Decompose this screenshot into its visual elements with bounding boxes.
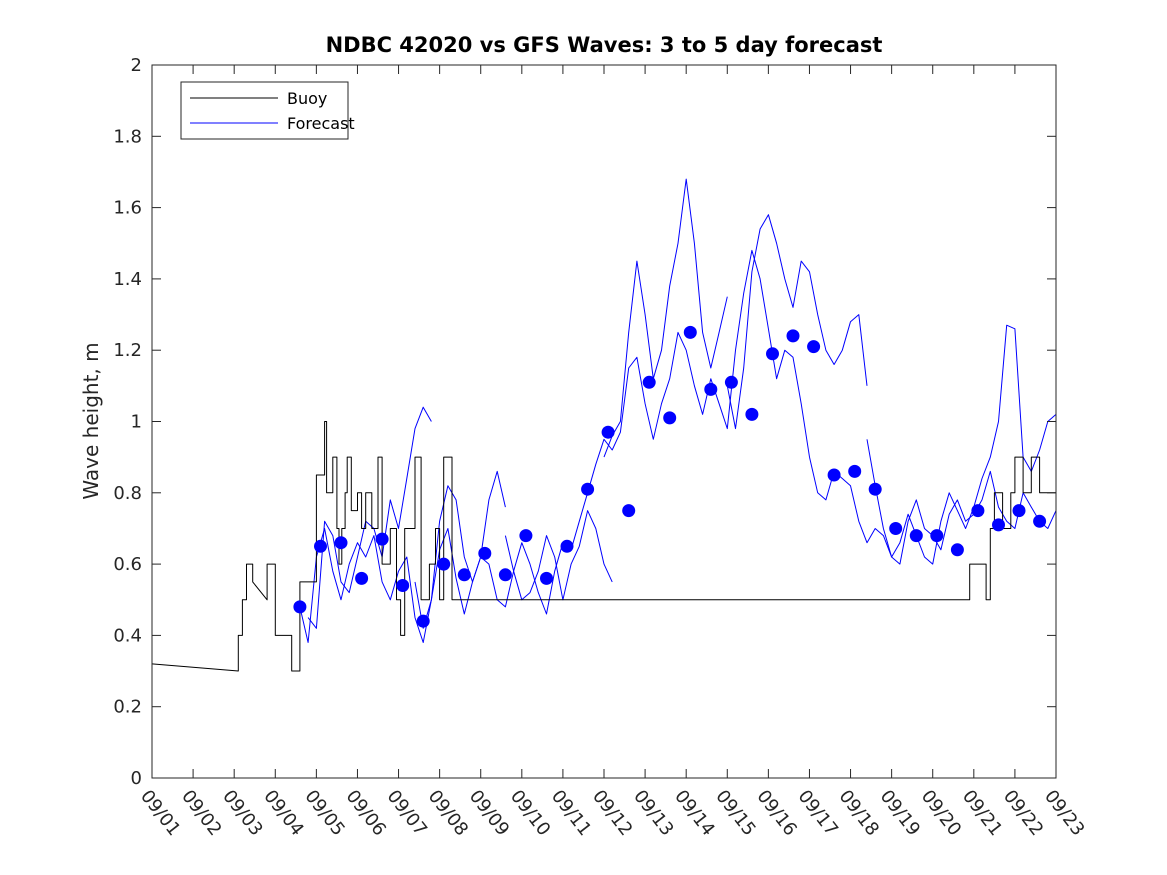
forecast-line xyxy=(299,249,1057,643)
x-tick-label: 09/11 xyxy=(547,786,595,840)
forecast-point xyxy=(827,468,841,482)
buoy-line xyxy=(151,421,1056,672)
x-tick-label: 09/13 xyxy=(629,786,677,840)
forecast-point xyxy=(766,347,779,361)
y-tick-label: 0.2 xyxy=(113,697,142,718)
x-tick-label: 09/09 xyxy=(465,786,513,840)
forecast-point xyxy=(1033,514,1047,528)
forecast-point xyxy=(1012,504,1026,518)
x-tick-label: 09/10 xyxy=(506,786,554,840)
chart-title: NDBC 42020 vs GFS Waves: 3 to 5 day fore… xyxy=(326,33,883,57)
forecast-point xyxy=(622,504,636,518)
y-tick-label: 1.4 xyxy=(113,269,142,290)
y-tick-label: 1.8 xyxy=(113,126,142,147)
forecast-point xyxy=(314,539,327,553)
forecast-point xyxy=(950,543,964,557)
forecast-point xyxy=(519,529,533,543)
legend-box xyxy=(180,81,349,140)
x-tick-label: 09/16 xyxy=(752,786,800,840)
y-tick-label: 0.8 xyxy=(113,483,142,504)
x-tick-label: 09/04 xyxy=(259,786,307,840)
forecast-point xyxy=(478,546,492,560)
forecast-point xyxy=(334,536,348,550)
y-axis-label: Wave height, m xyxy=(79,342,103,499)
y-tick-label: 1.6 xyxy=(113,198,142,219)
legend: Buoy Forecast xyxy=(180,81,355,140)
x-tick-label: 09/23 xyxy=(1040,786,1088,840)
forecast-point xyxy=(396,579,410,592)
y-tick-label: 0.6 xyxy=(113,554,142,575)
x-tick-label: 09/17 xyxy=(794,786,842,840)
forecast-point xyxy=(683,325,697,339)
forecast-point xyxy=(355,571,369,585)
forecast-ensemble-line xyxy=(504,510,613,601)
forecast-point xyxy=(745,407,759,421)
forecast-point xyxy=(498,568,512,582)
forecast-point xyxy=(724,375,738,389)
forecast-point xyxy=(663,411,677,425)
x-tick-label: 09/03 xyxy=(218,786,266,840)
forecast-ensemble-line xyxy=(866,324,1057,565)
forecast-point xyxy=(971,504,985,518)
y-tick-label: 1.2 xyxy=(113,340,142,361)
forecast-point xyxy=(848,464,862,478)
forecast-point xyxy=(293,600,307,614)
x-tick-label: 09/21 xyxy=(958,786,1006,840)
forecast-ensemble-line xyxy=(726,214,868,430)
x-tick-label: 09/20 xyxy=(917,786,965,840)
forecast-point xyxy=(930,529,944,543)
x-tick-label: 09/01 xyxy=(136,786,184,840)
x-tick-label: 09/07 xyxy=(383,786,431,840)
forecast-ensemble-line xyxy=(603,178,728,458)
forecast-point xyxy=(786,329,800,343)
forecast-point xyxy=(416,614,430,628)
plot-background xyxy=(152,65,1056,778)
x-tick-label: 09/02 xyxy=(177,786,225,840)
y-tick-label: 2 xyxy=(131,55,142,76)
forecast-point xyxy=(375,532,389,546)
forecast-point xyxy=(581,482,595,496)
y-tick-label: 1 xyxy=(131,412,142,433)
legend-buoy-label: Buoy xyxy=(287,89,327,108)
forecast-point xyxy=(807,340,821,354)
forecast-point xyxy=(868,482,882,496)
x-tick-label: 09/05 xyxy=(300,786,348,840)
legend-forecast-label: Forecast xyxy=(287,114,355,133)
forecast-point xyxy=(601,425,615,439)
forecast-point xyxy=(992,518,1005,532)
forecast-point xyxy=(704,382,718,396)
x-tick-label: 09/15 xyxy=(711,786,759,840)
y-tick-label: 0.4 xyxy=(113,625,142,646)
forecast-point xyxy=(560,539,574,553)
x-tick-label: 09/12 xyxy=(588,786,636,840)
forecast-point xyxy=(457,568,471,582)
x-tick-label: 09/18 xyxy=(835,786,883,840)
forecast-point xyxy=(437,557,451,571)
y-tick-label: 0 xyxy=(131,768,142,789)
x-tick-label: 09/22 xyxy=(999,786,1047,840)
x-tick-label: 09/14 xyxy=(670,786,718,840)
forecast-point xyxy=(540,571,553,585)
x-tick-label: 09/19 xyxy=(876,786,924,840)
forecast-point xyxy=(909,529,923,543)
x-tick-label: 09/08 xyxy=(424,786,472,840)
forecast-point xyxy=(889,522,903,535)
forecast-ensemble-line xyxy=(307,406,432,629)
x-tick-label: 09/06 xyxy=(342,786,390,840)
forecast-point xyxy=(642,375,656,389)
